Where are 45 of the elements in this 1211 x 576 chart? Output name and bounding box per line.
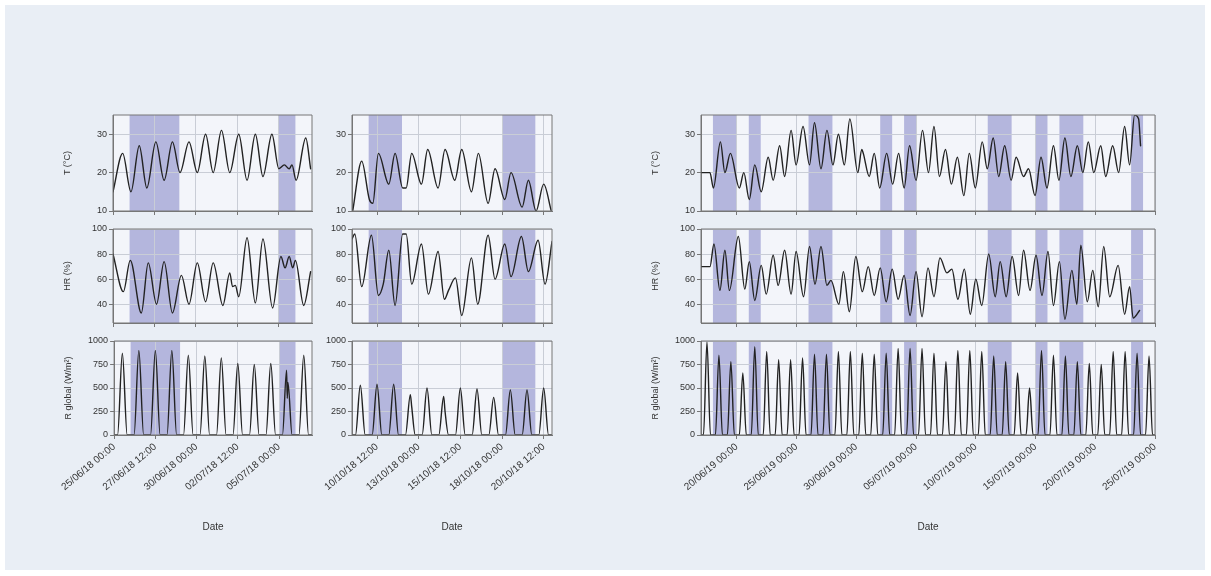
y-tick-label: 30	[96, 128, 107, 139]
y-tick-label: 1000	[325, 335, 346, 346]
y-axis-title: T (°C)	[649, 151, 660, 175]
y-axis-title: T (°C)	[61, 151, 72, 175]
x-axis-title: Date	[202, 520, 225, 532]
y-axis-title: HR (%)	[649, 261, 660, 291]
y-tick-label: 20	[96, 167, 107, 178]
y-tick-label: 1000	[88, 335, 109, 346]
y-tick-label: 500	[679, 382, 695, 393]
x-axis-title: Date	[441, 520, 463, 532]
y-tick-label: 750	[330, 358, 346, 369]
x-axis-title: Date	[917, 520, 939, 532]
y-tick-label: 60	[335, 273, 346, 284]
y-tick-label: 250	[679, 405, 695, 416]
y-tick-label: 100	[91, 223, 107, 234]
y-tick-label: 80	[335, 248, 346, 259]
y-tick-label: 40	[684, 298, 695, 309]
y-tick-label: 40	[96, 298, 107, 309]
y-tick-label: 60	[96, 273, 107, 284]
y-tick-label: 0	[340, 429, 346, 440]
y-tick-label: 100	[679, 223, 695, 234]
y-tick-label: 100	[330, 223, 346, 234]
y-tick-label: 250	[93, 405, 109, 416]
y-tick-label: 40	[335, 298, 346, 309]
y-tick-label: 80	[96, 248, 107, 259]
y-tick-label: 1000	[674, 335, 695, 346]
y-tick-label: 30	[684, 128, 695, 139]
y-tick-label: 30	[335, 128, 346, 139]
y-tick-label: 750	[93, 358, 109, 369]
y-tick-label: 20	[684, 167, 695, 178]
y-tick-label: 20	[335, 167, 346, 178]
y-tick-label: 500	[93, 382, 109, 393]
y-axis-title: R global (W/m²)	[649, 356, 660, 420]
y-tick-label: 0	[689, 429, 695, 440]
y-tick-label: 10	[335, 205, 346, 216]
y-tick-label: 0	[103, 429, 109, 440]
y-tick-label: 10	[684, 205, 695, 216]
y-axis-title: HR (%)	[61, 261, 72, 291]
y-tick-label: 60	[684, 273, 695, 284]
y-tick-label: 500	[330, 382, 346, 393]
y-tick-label: 250	[330, 405, 346, 416]
y-tick-label: 80	[684, 248, 695, 259]
y-tick-label: 10	[96, 205, 107, 216]
y-tick-label: 750	[679, 358, 695, 369]
y-axis-title: R global (W/m²)	[63, 356, 73, 420]
